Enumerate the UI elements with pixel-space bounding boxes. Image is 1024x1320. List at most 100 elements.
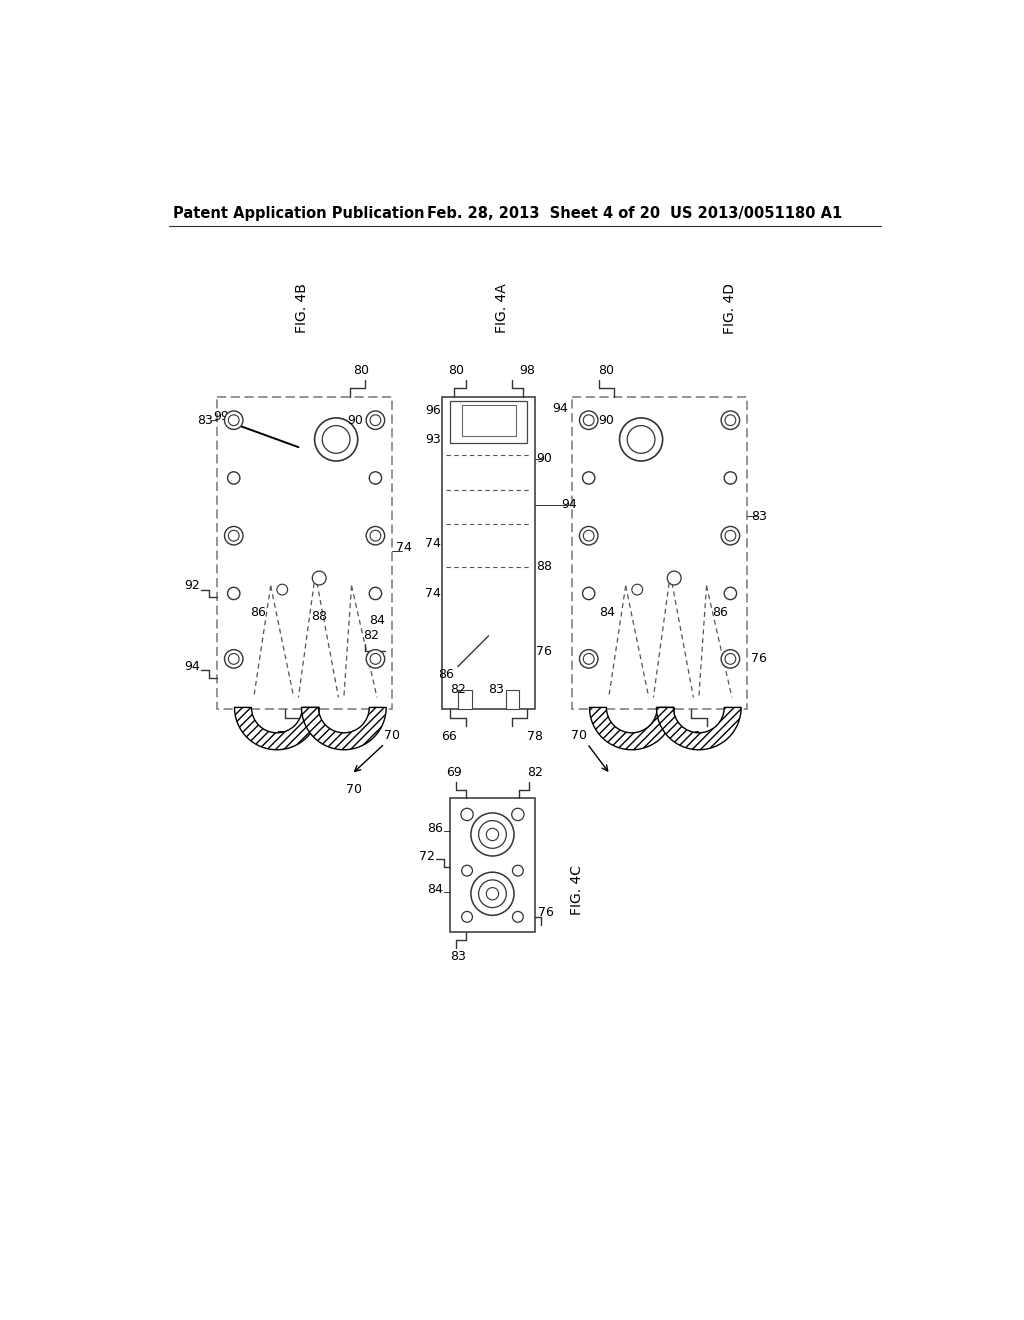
Text: 76: 76 — [539, 907, 554, 920]
Text: FIG. 4A: FIG. 4A — [496, 284, 510, 334]
Circle shape — [370, 653, 381, 664]
Text: 96: 96 — [425, 404, 441, 417]
Text: 90: 90 — [598, 413, 614, 426]
Text: 93: 93 — [425, 433, 441, 446]
Circle shape — [478, 821, 506, 849]
Circle shape — [512, 808, 524, 821]
Circle shape — [227, 587, 240, 599]
Text: 90: 90 — [347, 413, 364, 426]
Text: 99: 99 — [214, 409, 229, 422]
Circle shape — [367, 649, 385, 668]
Text: FIG. 4C: FIG. 4C — [570, 865, 584, 915]
Bar — [217, 397, 392, 709]
Circle shape — [224, 527, 243, 545]
Text: 78: 78 — [276, 730, 293, 743]
Circle shape — [632, 585, 643, 595]
Text: 94: 94 — [561, 499, 578, 511]
Circle shape — [471, 813, 514, 857]
Circle shape — [370, 471, 382, 484]
Bar — [506, 689, 519, 709]
Text: 94: 94 — [552, 403, 568, 416]
Circle shape — [461, 808, 473, 821]
Text: 84: 84 — [599, 606, 615, 619]
Text: 72: 72 — [419, 850, 435, 862]
Wedge shape — [234, 708, 319, 750]
Circle shape — [370, 414, 381, 425]
Text: 78: 78 — [685, 730, 701, 743]
Text: 98: 98 — [519, 364, 536, 378]
Circle shape — [228, 531, 240, 541]
Circle shape — [724, 587, 736, 599]
Text: 76: 76 — [537, 644, 552, 657]
Text: 86: 86 — [712, 606, 727, 619]
Circle shape — [462, 866, 472, 876]
Text: 80: 80 — [353, 364, 369, 378]
Bar — [462, 405, 515, 436]
Text: 84: 84 — [369, 614, 385, 627]
Wedge shape — [590, 708, 674, 750]
Text: 74: 74 — [425, 587, 441, 601]
Wedge shape — [301, 708, 386, 750]
Circle shape — [725, 531, 736, 541]
Text: FIG. 4D: FIG. 4D — [723, 282, 736, 334]
Text: 70: 70 — [346, 783, 361, 796]
Circle shape — [478, 880, 506, 908]
Text: 86: 86 — [250, 606, 265, 619]
Text: 90: 90 — [537, 453, 552, 465]
Text: 70: 70 — [384, 730, 400, 742]
Circle shape — [224, 649, 243, 668]
Text: 74: 74 — [396, 541, 412, 554]
Circle shape — [580, 527, 598, 545]
Bar — [442, 397, 535, 709]
Text: 82: 82 — [450, 684, 466, 696]
Bar — [451, 797, 535, 932]
Text: 82: 82 — [362, 630, 379, 643]
Text: 78: 78 — [526, 730, 543, 743]
Circle shape — [584, 653, 594, 664]
Circle shape — [721, 649, 739, 668]
Text: 94: 94 — [184, 660, 200, 673]
Circle shape — [367, 527, 385, 545]
Circle shape — [580, 649, 598, 668]
Circle shape — [620, 418, 663, 461]
Text: 82: 82 — [527, 767, 543, 779]
Text: 83: 83 — [488, 684, 504, 696]
Text: FIG. 4B: FIG. 4B — [295, 284, 308, 334]
Text: 70: 70 — [571, 730, 588, 742]
Circle shape — [314, 418, 357, 461]
Circle shape — [224, 411, 243, 429]
Text: 86: 86 — [427, 822, 442, 834]
Text: 66: 66 — [440, 730, 457, 743]
Circle shape — [584, 531, 594, 541]
Text: 69: 69 — [718, 723, 733, 737]
Text: 83: 83 — [198, 413, 213, 426]
Text: US 2013/0051180 A1: US 2013/0051180 A1 — [670, 206, 842, 222]
Circle shape — [370, 587, 382, 599]
Text: 69: 69 — [446, 767, 462, 779]
Text: Patent Application Publication: Patent Application Publication — [173, 206, 424, 222]
Text: 92: 92 — [184, 579, 200, 593]
Bar — [571, 397, 748, 709]
Circle shape — [323, 425, 350, 453]
Circle shape — [584, 414, 594, 425]
Circle shape — [312, 572, 326, 585]
Wedge shape — [656, 708, 741, 750]
Circle shape — [512, 866, 523, 876]
Text: 76: 76 — [751, 652, 767, 665]
Bar — [451, 401, 527, 444]
Circle shape — [721, 411, 739, 429]
Circle shape — [367, 411, 385, 429]
Circle shape — [486, 887, 499, 900]
Circle shape — [486, 829, 499, 841]
Circle shape — [580, 411, 598, 429]
Circle shape — [725, 653, 736, 664]
Circle shape — [725, 414, 736, 425]
Circle shape — [227, 471, 240, 484]
Text: 88: 88 — [311, 610, 328, 623]
Text: 88: 88 — [536, 560, 552, 573]
Circle shape — [583, 587, 595, 599]
Circle shape — [668, 572, 681, 585]
Text: Feb. 28, 2013  Sheet 4 of 20: Feb. 28, 2013 Sheet 4 of 20 — [427, 206, 660, 222]
Text: 83: 83 — [751, 510, 767, 523]
Circle shape — [228, 653, 240, 664]
